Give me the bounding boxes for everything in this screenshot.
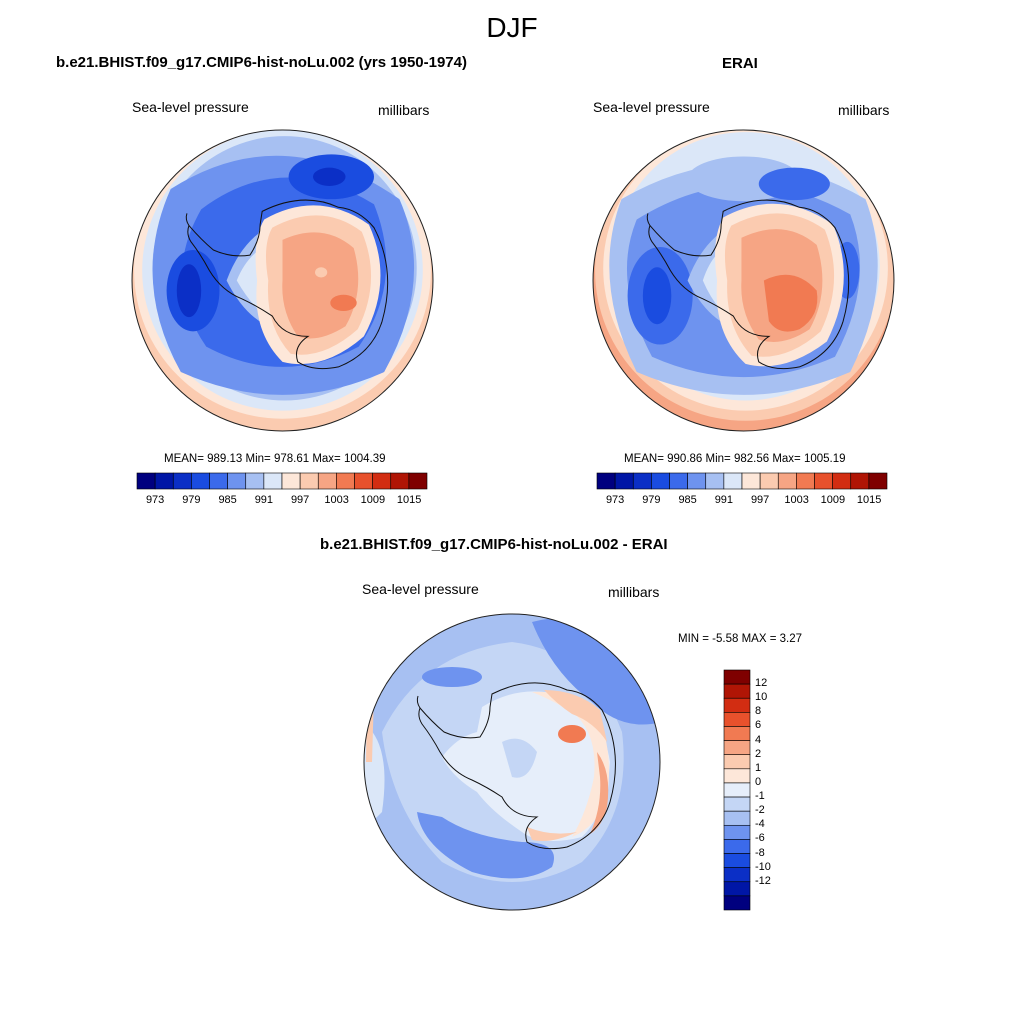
colorbar-swatch bbox=[227, 472, 247, 490]
colorbar-swatch bbox=[723, 881, 751, 897]
colorbar-tick-label: 1003 bbox=[324, 494, 349, 506]
colorbar-swatch bbox=[336, 472, 355, 490]
colorbar-swatch bbox=[372, 472, 392, 490]
colorbar-tick-label: -6 bbox=[755, 832, 765, 845]
colorbar-tick-label: 12 bbox=[755, 677, 768, 690]
colorbar-swatch bbox=[832, 472, 852, 490]
colorbar-swatch bbox=[723, 768, 751, 784]
colorbar-swatch bbox=[777, 472, 797, 490]
colorbar-tick-label: 997 bbox=[290, 494, 310, 506]
colorbar-tick-label: -12 bbox=[755, 874, 771, 887]
colorbar-swatch bbox=[723, 853, 751, 868]
colorbar-swatch bbox=[723, 683, 751, 699]
colorbar-swatch bbox=[172, 472, 192, 490]
colorbar-swatch bbox=[136, 472, 156, 490]
model-colorbar bbox=[136, 472, 428, 490]
model-units-label: millibars bbox=[378, 102, 430, 118]
diff-stats: MIN = -5.58 MAX = 3.27 bbox=[678, 633, 803, 645]
colorbar-swatch bbox=[354, 472, 373, 490]
colorbar-swatch bbox=[723, 669, 751, 685]
model-slp-polar-map bbox=[131, 129, 434, 432]
model-variable-label: Sea-level pressure bbox=[132, 99, 249, 115]
colorbar-swatch bbox=[299, 472, 319, 490]
colorbar-swatch bbox=[741, 472, 761, 490]
colorbar-swatch bbox=[723, 782, 751, 798]
colorbar-swatch bbox=[814, 472, 833, 490]
colorbar-swatch bbox=[723, 754, 751, 770]
colorbar-tick-label: 1015 bbox=[396, 494, 422, 506]
colorbar-swatch bbox=[850, 472, 870, 490]
colorbar-swatch bbox=[759, 472, 779, 490]
colorbar-tick-label: 979 bbox=[642, 494, 661, 506]
colorbar-tick-label: 1015 bbox=[856, 494, 882, 506]
colorbar-swatch bbox=[191, 472, 210, 490]
colorbar-swatch bbox=[263, 472, 283, 490]
colorbar-swatch bbox=[723, 796, 751, 812]
colorbar-tick-label: 991 bbox=[714, 494, 734, 506]
colorbar-swatch bbox=[723, 895, 751, 911]
colorbar-swatch bbox=[596, 472, 616, 490]
colorbar-tick-label: 973 bbox=[145, 494, 165, 506]
colorbar-tick-label: 985 bbox=[678, 494, 697, 506]
colorbar-tick-label: 997 bbox=[750, 494, 770, 506]
colorbar-swatch bbox=[408, 472, 428, 490]
colorbar-tick-label: 8 bbox=[755, 705, 762, 718]
colorbar-swatch bbox=[632, 472, 652, 490]
colorbar-swatch bbox=[723, 867, 751, 883]
obs-units-label: millibars bbox=[838, 102, 890, 118]
obs-panel-title: ERAI bbox=[722, 55, 758, 72]
colorbar-swatch bbox=[723, 824, 751, 840]
diff-panel-title: b.e21.BHIST.f09_g17.CMIP6-hist-noLu.002 … bbox=[320, 536, 668, 553]
colorbar-tick-label: -2 bbox=[755, 804, 765, 817]
colorbar-tick-label: 991 bbox=[254, 494, 274, 506]
colorbar-swatch bbox=[317, 472, 337, 490]
colorbar-swatch bbox=[705, 472, 725, 490]
colorbar-swatch bbox=[281, 472, 301, 490]
colorbar-swatch bbox=[723, 810, 751, 826]
obs-variable-label: Sea-level pressure bbox=[593, 99, 710, 115]
colorbar-tick-label: 979 bbox=[182, 494, 201, 506]
colorbar-swatch bbox=[723, 839, 751, 854]
colorbar-swatch bbox=[669, 472, 688, 490]
colorbar-swatch bbox=[614, 472, 634, 490]
colorbar-swatch bbox=[868, 472, 888, 490]
colorbar-tick-label: 4 bbox=[755, 733, 762, 746]
colorbar-tick-label: 1009 bbox=[360, 494, 386, 506]
colorbar-swatch bbox=[154, 472, 174, 490]
colorbar-tick-label: 1009 bbox=[820, 494, 846, 506]
diff-units-label: millibars bbox=[608, 584, 660, 600]
diff-colorbar bbox=[723, 669, 751, 911]
model-panel-title: b.e21.BHIST.f09_g17.CMIP6-hist-noLu.002 … bbox=[56, 54, 467, 71]
colorbar-swatch bbox=[723, 740, 751, 756]
obs-stats: MEAN= 990.86 Min= 982.56 Max= 1005.19 bbox=[624, 453, 846, 465]
colorbar-tick-label: 10 bbox=[755, 691, 768, 704]
obs-slp-polar-map bbox=[592, 129, 895, 432]
colorbar-swatch bbox=[723, 697, 751, 713]
diff-variable-label: Sea-level pressure bbox=[362, 581, 479, 597]
obs-colorbar bbox=[596, 472, 888, 490]
colorbar-tick-label: 1003 bbox=[784, 494, 809, 506]
colorbar-tick-label: 973 bbox=[605, 494, 625, 506]
colorbar-tick-label: -8 bbox=[755, 846, 765, 859]
colorbar-swatch bbox=[245, 472, 265, 490]
colorbar-swatch bbox=[723, 712, 751, 727]
colorbar-swatch bbox=[390, 472, 410, 490]
colorbar-tick-label: 0 bbox=[755, 775, 762, 788]
figure-title: DJF bbox=[486, 12, 538, 43]
colorbar-swatch bbox=[723, 726, 751, 741]
colorbar-tick-label: 985 bbox=[218, 494, 237, 506]
colorbar-swatch bbox=[209, 472, 228, 490]
model-stats: MEAN= 989.13 Min= 978.61 Max= 1004.39 bbox=[164, 453, 386, 465]
colorbar-tick-label: -4 bbox=[755, 818, 765, 831]
colorbar-swatch bbox=[723, 472, 743, 490]
colorbar-tick-label: -1 bbox=[755, 790, 765, 803]
colorbar-tick-label: 2 bbox=[755, 747, 762, 760]
colorbar-swatch bbox=[687, 472, 707, 490]
colorbar-tick-label: 1 bbox=[755, 761, 762, 774]
colorbar-tick-label: 6 bbox=[755, 719, 762, 732]
diff-slp-polar-map bbox=[363, 613, 661, 911]
colorbar-swatch bbox=[651, 472, 670, 490]
colorbar-swatch bbox=[796, 472, 815, 490]
colorbar-tick-label: -10 bbox=[755, 860, 771, 873]
